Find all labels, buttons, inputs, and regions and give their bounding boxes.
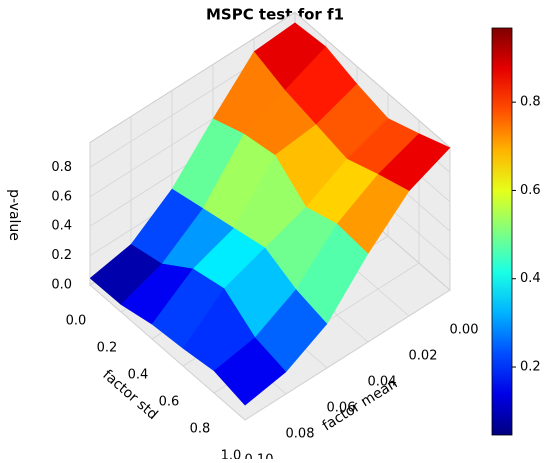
colorbar-tick-label: 0.8 <box>520 95 541 110</box>
y-tick-label: 0.8 <box>190 422 211 437</box>
x-tick-label: 0.06 <box>327 401 356 416</box>
y-tick-label: 0.0 <box>66 314 87 329</box>
x-tick-label: 0.00 <box>450 323 479 338</box>
colorbar-tick-label: 0.6 <box>520 183 541 198</box>
x-tick-label: 0.04 <box>368 375 397 390</box>
x-tick-label: 0.10 <box>245 453 274 460</box>
z-tick-label: 0.6 <box>51 189 72 204</box>
colorbar-tick-label: 0.2 <box>520 360 541 375</box>
chart-title: MSPC test for f1 <box>206 6 344 24</box>
z-tick-label: 0.8 <box>51 160 72 175</box>
y-tick-label: 1.0 <box>221 449 242 460</box>
colorbar-tick-label: 0.4 <box>520 271 541 286</box>
surface-patch <box>213 337 287 406</box>
grid-line <box>244 289 451 421</box>
y-tick-label: 0.2 <box>97 341 118 356</box>
grid-line <box>89 284 246 421</box>
z-axis-label: p-value <box>6 189 22 241</box>
x-tick-label: 0.08 <box>286 427 315 442</box>
colorbar <box>491 27 513 436</box>
z-tick-label: 0.4 <box>51 219 72 234</box>
y-tick-label: 0.6 <box>159 395 180 410</box>
z-tick-label: 0.2 <box>51 248 72 263</box>
z-tick-label: 0.0 <box>51 278 72 293</box>
y-tick-label: 0.4 <box>128 368 149 383</box>
x-tick-label: 0.02 <box>409 349 438 364</box>
